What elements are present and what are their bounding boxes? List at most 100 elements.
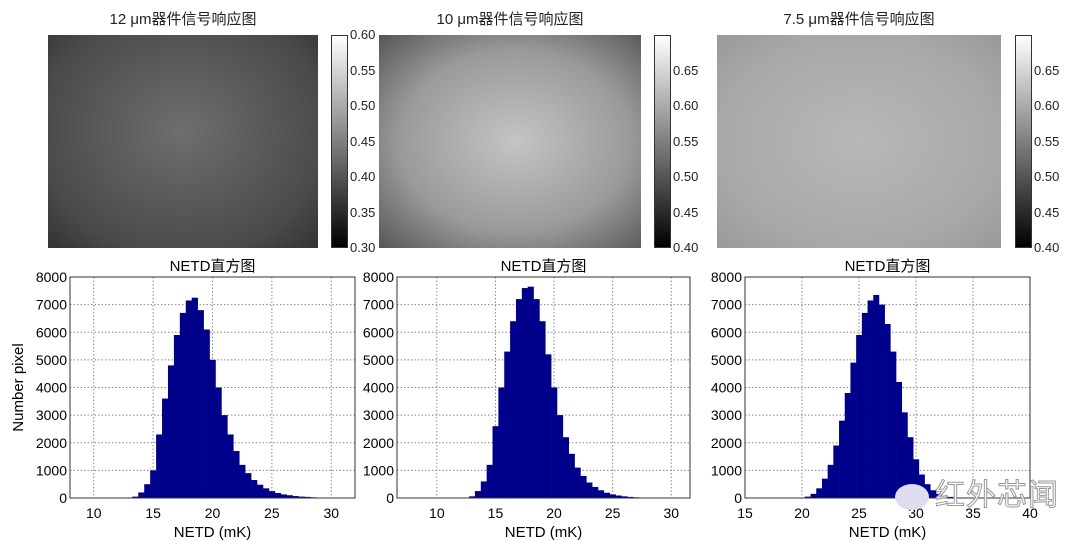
histogram-bar (492, 426, 499, 498)
axes-frame (396, 276, 691, 499)
histogram-bar (280, 494, 288, 498)
x-tick-label: 30 (323, 505, 339, 521)
histogram-bar (597, 490, 605, 498)
histogram-bar (804, 496, 811, 498)
histogram-bar (498, 387, 505, 498)
y-tick-label: 2000 (36, 435, 67, 451)
histogram-bar (833, 445, 840, 498)
response-image-7-5um (717, 35, 1001, 248)
y-tick-label: 5000 (36, 352, 67, 368)
colorbar-tick-label: 0.45 (673, 204, 699, 220)
histogram-bar (132, 496, 139, 498)
histogram-bar (568, 453, 575, 498)
histogram-bar (621, 496, 628, 498)
x-tick-label: 25 (264, 505, 280, 521)
y-tick-label: 2000 (711, 435, 742, 451)
histogram-bar (592, 486, 599, 498)
x-tick-label: 25 (851, 505, 867, 521)
wechat-icon (895, 484, 929, 511)
histogram-bar (907, 437, 914, 498)
response-image-10um (379, 35, 641, 248)
colorbar-tick-label: 0.50 (1034, 169, 1060, 184)
histogram-bar (304, 496, 311, 498)
colorbar-tick-label: 0.40 (1034, 240, 1060, 255)
histogram-bar (580, 475, 587, 498)
y-tick-label: 4000 (36, 380, 67, 396)
colorbar-tick-label: 0.40 (350, 169, 376, 184)
x-tick-label: 30 (663, 505, 679, 521)
y-tick-label: 8000 (36, 269, 67, 285)
colorbar-tick-label: 0.55 (350, 62, 376, 78)
histogram-bar (884, 323, 891, 498)
histogram-bar (850, 362, 857, 498)
histogram-bar (844, 393, 851, 498)
y-tick-label: 4000 (711, 380, 742, 396)
image-title-12um: 12 μm器件信号响应图 (109, 11, 257, 28)
histogram-bar (268, 491, 276, 498)
histogram-title: NETD直方图 (845, 258, 931, 275)
histogram-bar (574, 467, 581, 498)
histogram-bar (839, 420, 846, 498)
histogram-bar (603, 492, 611, 498)
y-tick-label: 1000 (36, 462, 67, 478)
x-axis-label: NETD (mK) (174, 524, 252, 541)
histogram-bar (562, 437, 569, 498)
histogram-bar (179, 312, 187, 498)
x-tick-label: 10 (86, 505, 102, 521)
histogram-bar (873, 294, 880, 498)
y-tick-label: 1000 (711, 462, 742, 478)
colorbar-12um (331, 35, 348, 248)
y-tick-label: 3000 (363, 407, 394, 423)
y-tick-label: 3000 (36, 407, 67, 423)
histogram-bar (556, 415, 564, 498)
colorbar-tick-label: 0.50 (673, 169, 699, 184)
colorbar-tick-label: 0.50 (350, 98, 376, 113)
histogram-bar (878, 304, 885, 498)
x-tick-label: 20 (794, 505, 810, 521)
colorbar-tick-label: 0.40 (673, 240, 699, 255)
histogram-bar (221, 415, 228, 498)
histogram-bar (527, 286, 534, 498)
y-tick-label: 0 (386, 490, 394, 506)
response-image-12um (48, 35, 318, 248)
x-tick-label: 20 (205, 505, 221, 521)
colorbar-tick-label: 0.55 (1034, 133, 1060, 149)
histogram-bar (930, 490, 937, 498)
histogram-bar (586, 482, 593, 498)
colorbar-tick-label: 0.30 (350, 240, 376, 255)
x-tick-label: 15 (737, 505, 753, 521)
histogram-bar (913, 459, 920, 498)
histogram-bar (816, 488, 823, 498)
colorbar-tick-label: 0.60 (350, 27, 376, 42)
histogram-bar (539, 321, 546, 498)
histogram-bar (474, 491, 482, 498)
histogram-bar (896, 381, 903, 498)
histogram-bar (504, 351, 511, 498)
x-tick-label: 15 (145, 505, 161, 521)
y-tick-label: 1000 (363, 462, 394, 478)
histogram-bar (941, 495, 948, 498)
histogram-bar (947, 496, 954, 498)
y-tick-label: 2000 (363, 435, 394, 451)
colorbar-tick-label: 0.55 (673, 133, 699, 149)
y-tick-label: 7000 (363, 297, 394, 313)
histogram-bar (551, 387, 558, 498)
histogram-bar (861, 312, 868, 498)
y-tick-label: 6000 (36, 324, 67, 340)
axes-frame (744, 276, 1031, 499)
histogram-bar (890, 351, 897, 498)
histogram-bar (215, 387, 222, 498)
y-tick-label: 3000 (711, 407, 742, 423)
x-axis-label: NETD (mK) (505, 524, 583, 541)
y-tick-label: 5000 (711, 352, 742, 368)
x-tick-label: 35 (965, 505, 981, 521)
image-title-10um: 10 μm器件信号响应图 (436, 11, 584, 28)
histogram-bar (935, 493, 942, 498)
histogram-title: NETD直方图 (170, 258, 256, 275)
histogram-bar (239, 464, 246, 498)
histogram-bar (515, 299, 523, 498)
histogram-bar (286, 495, 293, 498)
histogram-bar (510, 321, 517, 498)
colorbar-tick-label: 0.65 (1034, 62, 1060, 78)
